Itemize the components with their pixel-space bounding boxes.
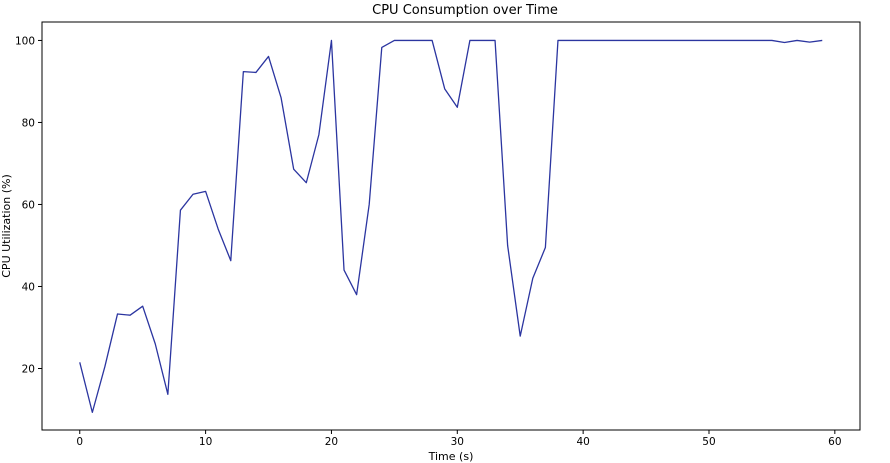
x-tick-label: 0	[76, 436, 83, 448]
y-tick-label: 80	[22, 117, 35, 129]
x-tick-label: 60	[828, 436, 841, 448]
series-line	[79, 39, 823, 414]
chart-title: CPU Consumption over Time	[372, 3, 558, 18]
x-tick-label: 40	[576, 436, 589, 448]
y-tick-label: 60	[22, 199, 35, 211]
x-tick-label: 10	[199, 436, 212, 448]
series-group	[79, 39, 823, 414]
x-tick-label: 20	[325, 436, 338, 448]
y-axis: 20 40 60 80 100	[15, 35, 42, 375]
x-tick-label: 30	[451, 436, 464, 448]
y-axis-label: CPU Utilization (%)	[0, 174, 13, 278]
plot-frame	[41, 21, 861, 431]
y-tick-label: 20	[22, 363, 35, 375]
y-tick-label: 100	[15, 35, 35, 47]
x-tick-label: 50	[702, 436, 715, 448]
y-tick-label: 40	[22, 281, 35, 293]
x-axis-label: Time (s)	[428, 450, 474, 463]
x-axis: 0 10 20 30 40 50 60	[76, 430, 842, 448]
